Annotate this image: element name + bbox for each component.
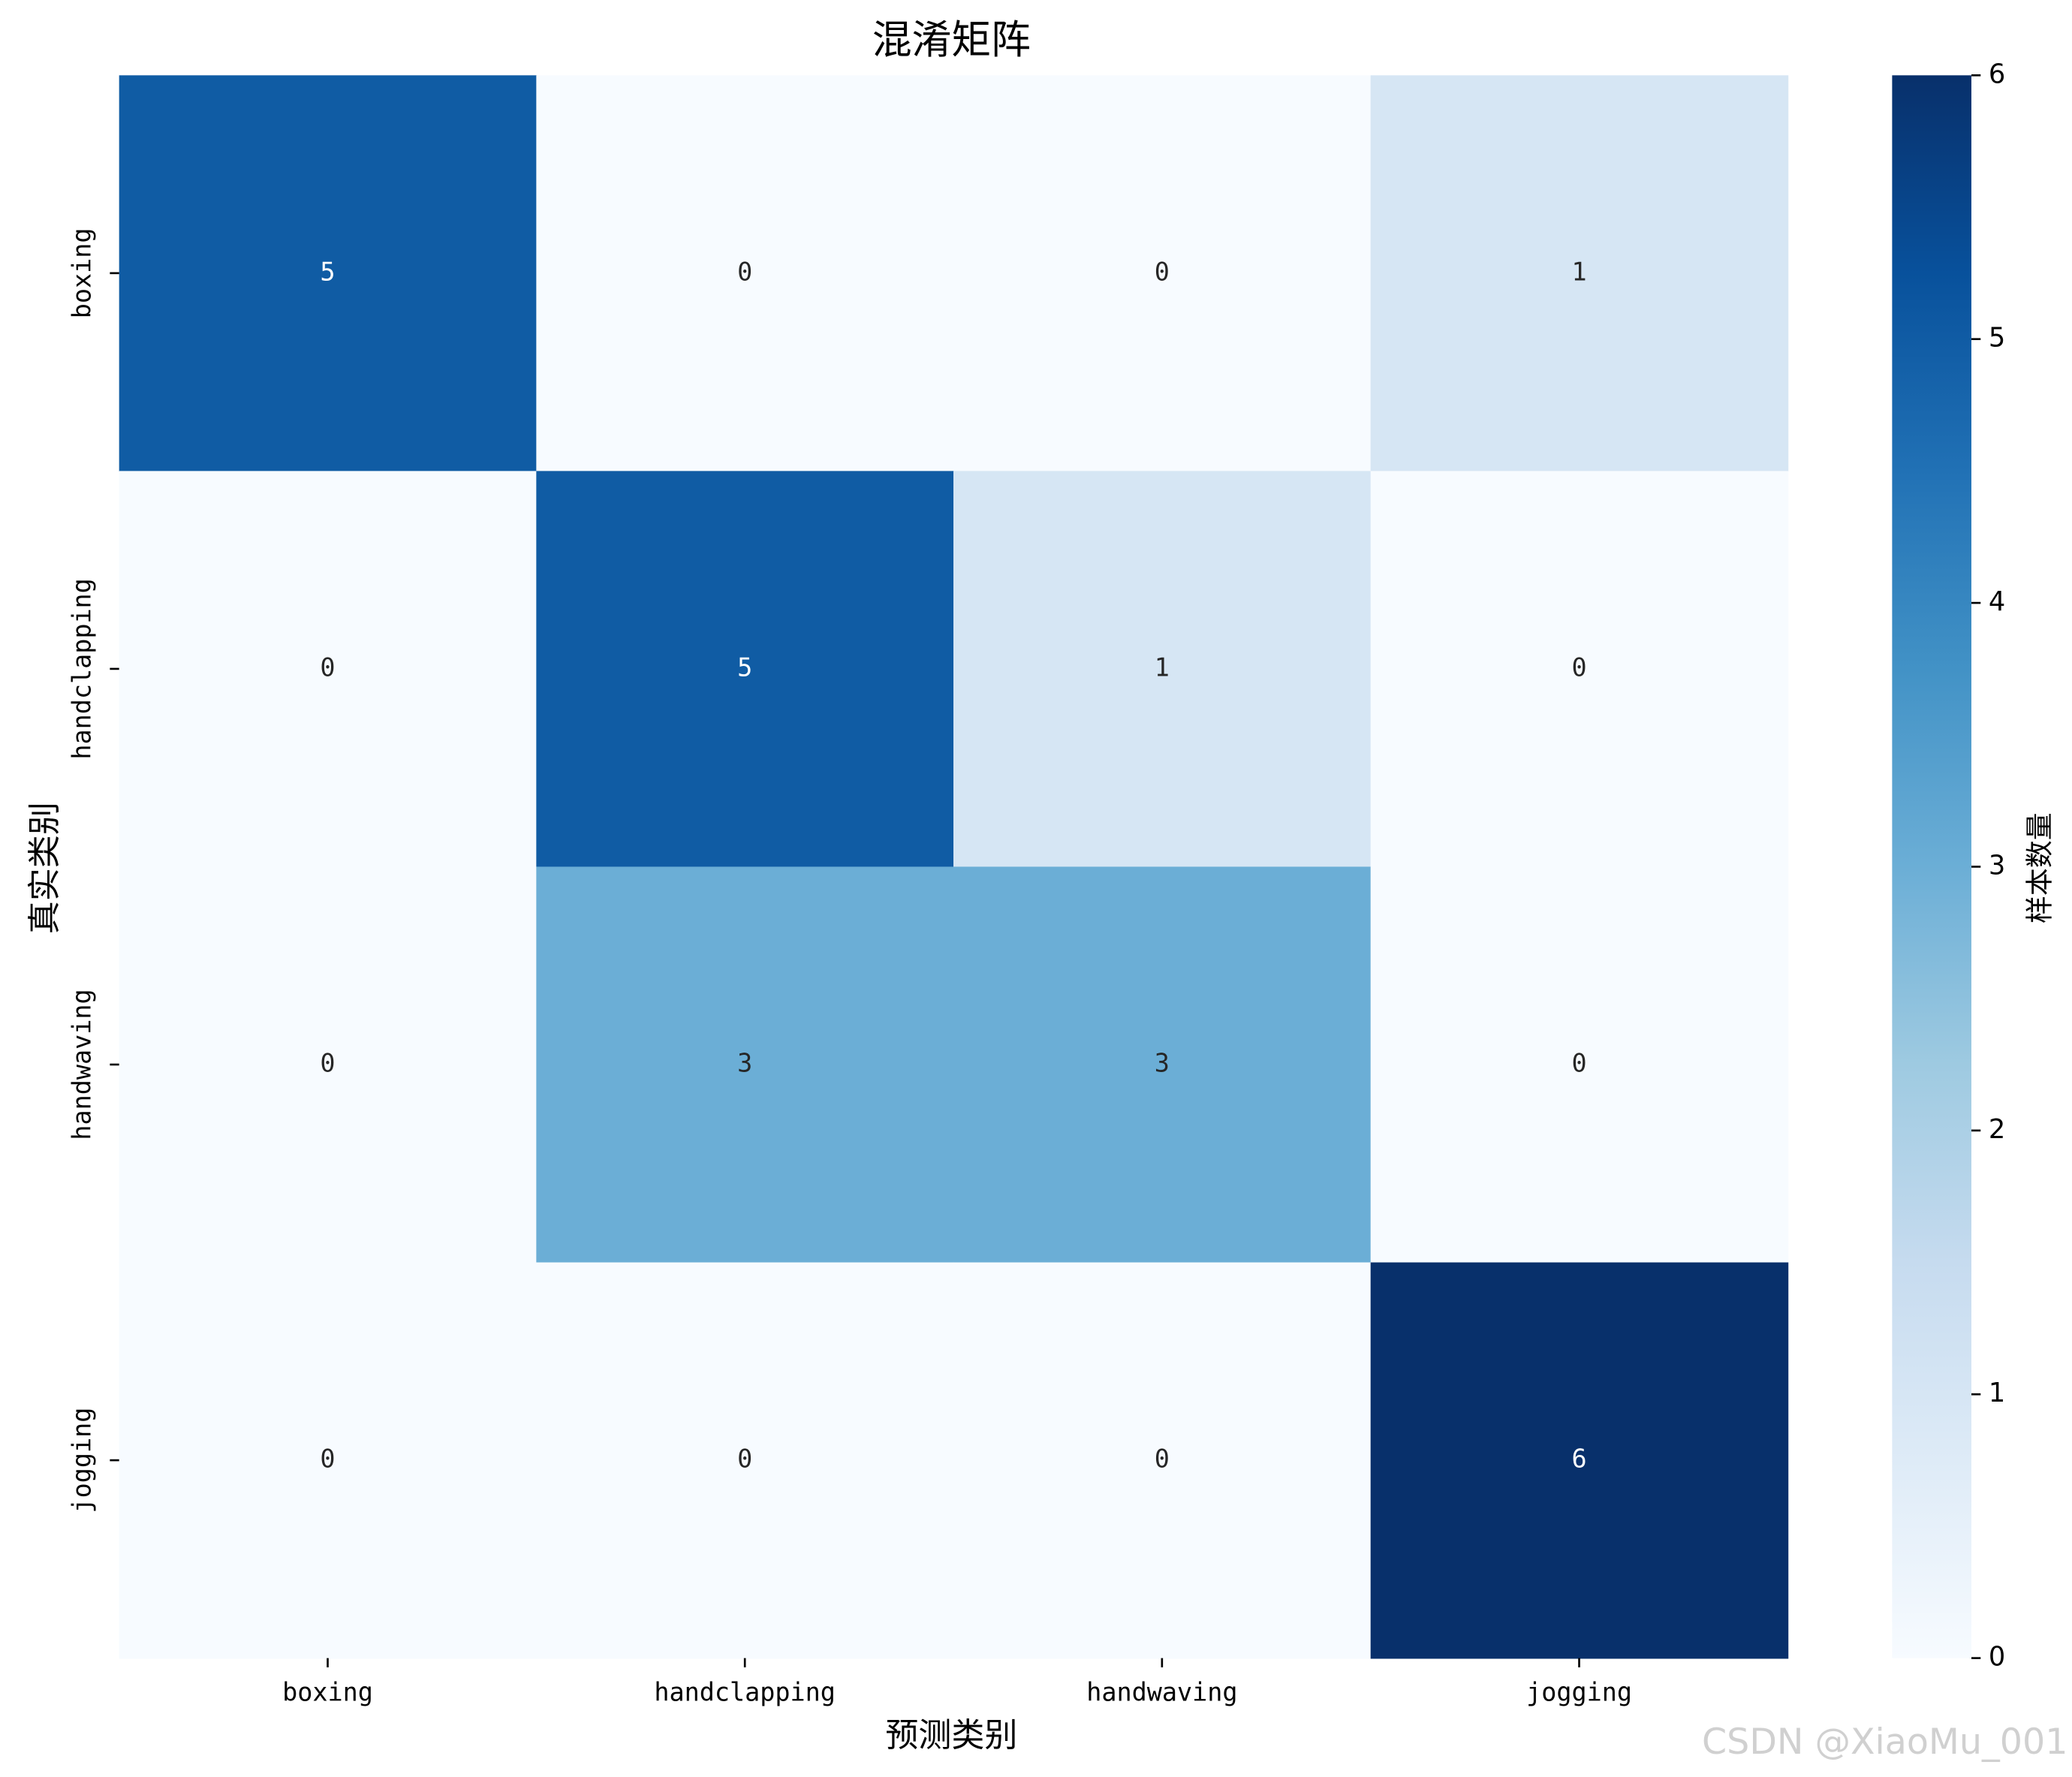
heatmap-cell — [953, 471, 1372, 868]
cell-label: 6 — [1571, 1444, 1586, 1474]
y-tick-label: boxing — [68, 227, 97, 318]
watermark: CSDN @XiaoMu_001 — [1702, 1721, 2067, 1763]
colorbar-label: 样本数量 — [2024, 812, 2056, 923]
heatmap-cell — [953, 75, 1372, 472]
cell-label: 0 — [737, 1444, 752, 1474]
x-tick-label: handwaving — [1086, 1678, 1237, 1707]
colorbar — [1892, 75, 1971, 1658]
heatmap-cell — [953, 866, 1372, 1263]
cell-label: 0 — [737, 257, 752, 286]
cell-label: 5 — [737, 652, 752, 682]
colorbar-tick-label: 4 — [1989, 586, 2005, 617]
heatmap-cell — [119, 1262, 538, 1659]
cell-label: 0 — [1571, 1049, 1586, 1078]
cell-label: 3 — [737, 1049, 752, 1078]
colorbar-tick-label: 5 — [1989, 323, 2005, 354]
x-tick-label: jogging — [1526, 1678, 1632, 1707]
colorbar-tick-label: 6 — [1989, 59, 2005, 89]
heatmap-cell — [119, 75, 538, 472]
heatmap-cell — [119, 471, 538, 868]
colorbar-tick-label: 0 — [1989, 1642, 2005, 1673]
heatmap-cell — [1370, 1262, 1789, 1659]
cell-label: 0 — [320, 1444, 335, 1474]
cell-label: 0 — [320, 1049, 335, 1078]
chart-title: 混淆矩阵 — [872, 17, 1031, 63]
heatmap-cell — [536, 866, 954, 1263]
cell-label: 3 — [1155, 1049, 1170, 1078]
heatmap-cell — [119, 866, 538, 1263]
cell-label: 0 — [1155, 1444, 1170, 1474]
heatmap-cell — [1370, 471, 1789, 868]
y-tick-label: handclapping — [68, 578, 97, 759]
heatmap-cell — [1370, 866, 1789, 1263]
heatmap-cell — [953, 1262, 1372, 1659]
heatmap-cell — [1370, 75, 1789, 472]
colorbar-tick-label: 1 — [1989, 1378, 2005, 1408]
colorbar-tick-label: 3 — [1989, 850, 2005, 881]
cell-label: 0 — [320, 652, 335, 682]
y-tick-label: handwaving — [68, 989, 97, 1140]
x-tick-label: boxing — [282, 1678, 373, 1707]
colorbar-tick-label: 2 — [1989, 1114, 2005, 1145]
cell-label: 5 — [320, 257, 335, 286]
y-tick-label: jogging — [68, 1408, 97, 1513]
cell-label: 0 — [1155, 257, 1170, 286]
x-tick-label: handclapping — [654, 1678, 835, 1707]
x-axis-label: 预测类别 — [885, 1716, 1017, 1754]
heatmap-cell — [536, 471, 954, 868]
cell-label: 1 — [1571, 257, 1586, 286]
heatmap-cell — [536, 1262, 954, 1659]
cell-label: 0 — [1571, 652, 1586, 682]
cell-label: 1 — [1155, 652, 1170, 682]
y-axis-label: 真实类别 — [26, 802, 64, 934]
heatmap-cell — [536, 75, 954, 472]
